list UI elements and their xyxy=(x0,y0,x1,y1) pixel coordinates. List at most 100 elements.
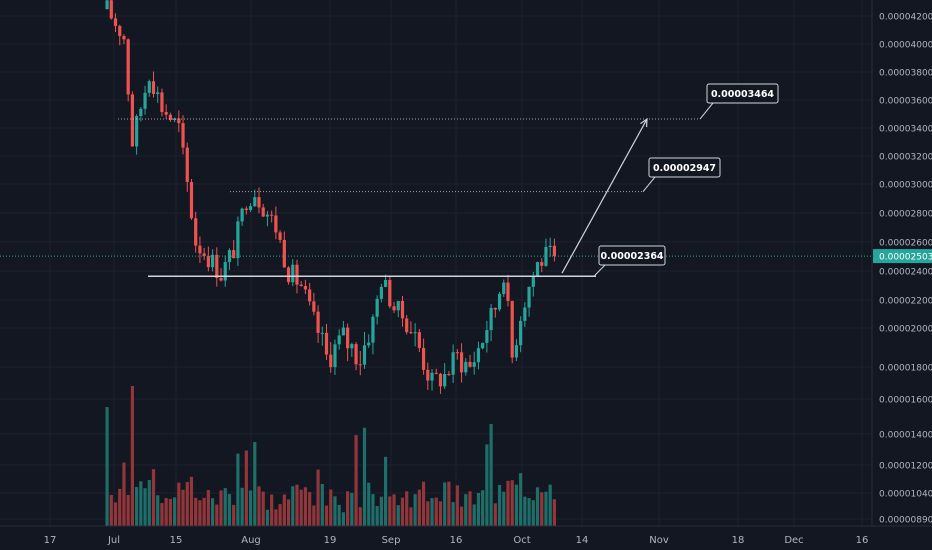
volume-bar xyxy=(286,499,291,526)
candle-down xyxy=(447,374,451,376)
candle-up xyxy=(350,344,354,349)
volume-bar xyxy=(181,489,185,526)
candle-down xyxy=(286,267,291,283)
candle-up xyxy=(248,206,253,211)
volume-bar xyxy=(443,482,447,526)
time-axis-tick-label: 16 xyxy=(450,535,463,546)
candle-down xyxy=(185,147,189,182)
callout-box xyxy=(648,157,721,178)
projection-arrow[interactable] xyxy=(561,118,648,274)
volume-bar xyxy=(189,476,194,526)
candle-up xyxy=(135,116,139,147)
candle-up xyxy=(531,276,535,287)
volume-bar xyxy=(519,473,523,526)
candle-down xyxy=(215,254,219,278)
volume-bar xyxy=(506,480,510,526)
price-axis[interactable]: 0.00004200 0.00004000 0.00003800 0.00003600… xyxy=(871,0,932,526)
volume-bar xyxy=(198,500,202,526)
volume-bar xyxy=(476,492,481,526)
candle-up xyxy=(253,197,257,207)
volume-bar xyxy=(122,462,126,526)
trend-drawings: 0.00003464 0.00002947 0.00002364 xyxy=(0,83,872,277)
time-axis-tick-label: Jul xyxy=(107,535,120,546)
volume-bar xyxy=(227,494,232,526)
volume-bar xyxy=(316,469,320,526)
volume-bar xyxy=(417,489,421,526)
price-axis-tick-label: 0.00004000 xyxy=(879,41,932,51)
price-axis-tick-label: 0.00001600 xyxy=(879,396,932,406)
candle-down xyxy=(552,245,556,257)
volume-bar xyxy=(139,481,143,526)
volume-bar xyxy=(358,507,362,526)
candle-down xyxy=(417,332,421,348)
callout-label: 0.00002947 xyxy=(653,163,716,174)
volume-bar xyxy=(177,482,181,526)
candle-down xyxy=(506,282,510,301)
candle-up xyxy=(548,245,552,247)
volume-bar xyxy=(384,456,388,526)
volume-bar xyxy=(147,480,151,526)
volume-bar xyxy=(113,502,118,526)
volume-bar xyxy=(291,486,295,526)
candle-up xyxy=(265,214,270,217)
candle-up xyxy=(367,342,371,346)
candle-down xyxy=(198,245,202,254)
price-axis-tick-label: 0.00002800 xyxy=(879,210,932,220)
volume-bar xyxy=(379,496,383,526)
volume-bar xyxy=(240,487,244,526)
candle-up xyxy=(210,254,215,268)
candle-up xyxy=(396,300,400,311)
volume-bar xyxy=(400,497,405,526)
time-axis-tick-label: 19 xyxy=(324,535,337,546)
candle-up xyxy=(472,362,476,367)
time-axis-tick-label: Nov xyxy=(649,535,669,546)
volume-bar xyxy=(168,498,172,526)
candle-down xyxy=(316,311,320,333)
candle-up xyxy=(227,250,232,263)
time-axis-tick-label: 16 xyxy=(856,535,869,546)
volume-bar xyxy=(324,505,329,526)
callout-label: 0.00002364 xyxy=(600,251,663,262)
price-axis-tick-label: 0.00003000 xyxy=(879,181,932,191)
volume-bar xyxy=(232,504,236,526)
volume-bar xyxy=(367,482,371,526)
candle-up xyxy=(523,307,527,321)
volume-bars xyxy=(105,386,556,526)
volume-bar xyxy=(299,489,303,526)
candle-up xyxy=(489,307,493,331)
candle-up xyxy=(105,0,109,9)
volume-bar xyxy=(156,495,160,526)
candle-up xyxy=(514,345,519,358)
candle-down xyxy=(126,39,130,95)
time-axis-tick-label: Aug xyxy=(241,535,261,546)
time-axis-tick-label: 17 xyxy=(44,535,57,546)
candle-up xyxy=(544,246,548,266)
volume-bar xyxy=(248,490,253,526)
price-axis-tick-label: 0.00002600 xyxy=(879,239,932,249)
candle-down xyxy=(164,112,168,115)
candle-down xyxy=(540,262,544,266)
time-axis[interactable]: 17 Jul 15 Aug 19 Sep 16 Oct 14 Nov 18 Dec 16 xyxy=(0,525,932,550)
price-callout[interactable]: 0.00002947 xyxy=(642,157,721,193)
price-callout[interactable]: 0.00003464 xyxy=(699,83,779,120)
candle-down xyxy=(118,25,122,37)
candle-down xyxy=(206,256,210,268)
price-callout[interactable]: 0.00002364 xyxy=(593,245,666,277)
volume-bar xyxy=(362,427,367,526)
volume-bar xyxy=(126,494,130,526)
candle-down xyxy=(202,253,206,257)
candle-up xyxy=(481,342,485,349)
volume-bar xyxy=(261,491,265,526)
candle-up xyxy=(443,374,447,387)
callout-leader xyxy=(699,102,714,120)
candle-down xyxy=(421,347,426,370)
candle-down xyxy=(468,361,472,367)
volume-bar xyxy=(185,481,189,526)
volume-bar xyxy=(451,502,455,526)
volume-bar xyxy=(527,498,531,526)
volume-bar xyxy=(510,480,514,526)
volume-bar xyxy=(173,497,177,526)
candle-up xyxy=(173,118,177,120)
